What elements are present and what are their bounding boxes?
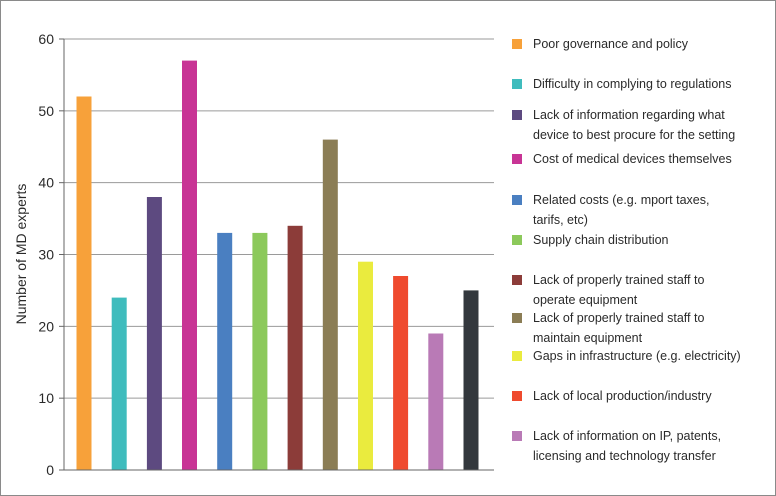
- legend-item: Lack of properly trained staff to operate…: [512, 270, 774, 310]
- grid-lines: [64, 38, 494, 399]
- legend-item: Lack of properly trained staff to maintai…: [512, 308, 774, 348]
- legend-item: Related costs (e.g. mport taxes, tarifs, …: [512, 190, 774, 230]
- bar-7: [287, 225, 303, 470]
- legend-label: Cost of medical devices themselves: [533, 152, 732, 166]
- y-tick-label: 20: [38, 318, 54, 334]
- legend-swatch: [512, 195, 522, 205]
- legend-item: Supply chain distribution: [512, 230, 774, 250]
- legend-item: Lack of local production/industry: [512, 386, 774, 406]
- legend-label: tarifs, etc): [533, 213, 588, 227]
- legend-swatch: [512, 79, 522, 89]
- legend-label: Difficulty in complying to regulations: [533, 77, 732, 91]
- legend-label: Lack of properly trained staff to: [533, 273, 705, 287]
- legend-label: licensing and technology transfer: [533, 449, 716, 463]
- y-tick-label: 30: [38, 247, 54, 263]
- legend-swatch: [512, 154, 522, 164]
- bars: [76, 60, 479, 470]
- y-tick-label: 60: [38, 31, 54, 47]
- legend-swatch: [512, 431, 522, 441]
- bar-3: [146, 197, 162, 470]
- legend-label: Lack of information on IP, patents,: [533, 429, 722, 443]
- y-tick-label: 10: [38, 390, 54, 406]
- bar-9: [358, 261, 373, 470]
- legend-swatch: [512, 275, 522, 285]
- legend-item: Lack of information regarding what device…: [512, 105, 774, 145]
- legend-swatch: [512, 351, 522, 361]
- legend-label: maintain equipment: [533, 331, 643, 345]
- legend-label: operate equipment: [533, 293, 638, 307]
- legend-item: Cost of medical devices themselves: [512, 149, 774, 169]
- legend-label: Gaps in infrastructure (e.g. electricity…: [533, 349, 741, 363]
- y-tick-label: 40: [38, 175, 54, 191]
- y-axis-title: Number of MD experts: [13, 184, 29, 325]
- legend-label: device to best procure for the setting: [533, 128, 736, 142]
- y-tick-label: 0: [46, 462, 54, 478]
- legend-item: Difficulty in complying to regulations: [512, 74, 774, 94]
- legend-swatch: [512, 235, 522, 245]
- legend-swatch: [512, 39, 522, 49]
- bar-1: [76, 96, 92, 470]
- legend-label: Supply chain distribution: [533, 233, 669, 247]
- legend-label: Lack of information regarding what: [533, 108, 725, 122]
- bar-4: [182, 60, 197, 470]
- legend-swatch: [512, 110, 522, 120]
- legend-swatch: [512, 391, 522, 401]
- bar-2: [111, 297, 127, 470]
- legend-label: Related costs (e.g. mport taxes,: [533, 193, 710, 207]
- bar-12: [463, 290, 479, 470]
- y-tick-label: 50: [38, 103, 54, 119]
- bar-5: [217, 232, 233, 470]
- bar-8: [322, 139, 338, 470]
- legend-label: Lack of properly trained staff to: [533, 311, 705, 325]
- bar-10: [393, 276, 409, 470]
- legend-item: Poor governance and policy: [512, 34, 774, 54]
- legend-swatch: [512, 313, 522, 323]
- legend-item: Gaps in infrastructure (e.g. electricity…: [512, 346, 774, 366]
- bar-6: [252, 232, 268, 470]
- legend-label: Lack of local production/industry: [533, 389, 712, 403]
- legend-label: Poor governance and policy: [533, 37, 688, 51]
- legend-item: Lack of information on IP, patents, licen…: [512, 426, 774, 466]
- bar-11: [428, 333, 444, 470]
- axes: 0 10 20 30 40 50 60: [38, 31, 494, 478]
